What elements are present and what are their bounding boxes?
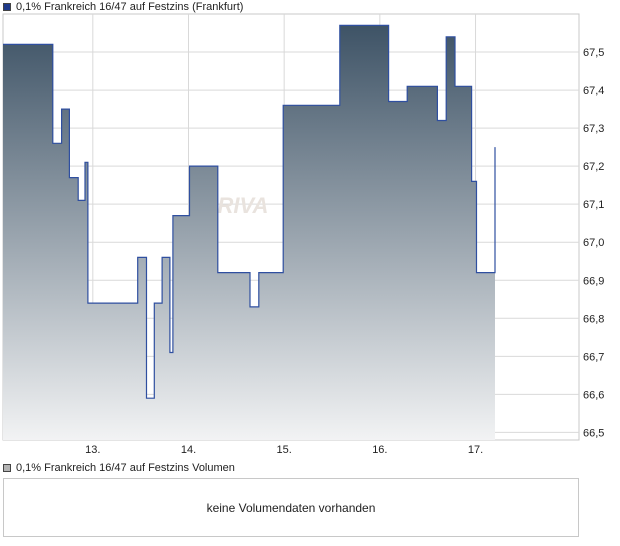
y-tick-label: 66,7 <box>583 351 604 363</box>
x-tick-label: 16. <box>372 444 387 456</box>
volume-panel: keine Volumendaten vorhanden <box>3 478 579 537</box>
price-legend-swatch <box>3 3 11 11</box>
y-tick-label: 66,6 <box>583 389 604 401</box>
y-tick-label: 66,5 <box>583 427 604 439</box>
no-volume-message: keine Volumendaten vorhanden <box>206 500 376 515</box>
y-tick-label: 66,8 <box>583 313 604 325</box>
y-tick-label: 67,4 <box>583 85 604 97</box>
y-tick-label: 67,0 <box>583 237 604 249</box>
y-axis-ticks: 66,5 66,6 66,7 66,8 66,9 67,0 67,1 67,2 67,3 67,4… <box>583 47 604 439</box>
y-tick-label: 66,9 <box>583 275 604 287</box>
y-tick-label: 67,5 <box>583 47 604 59</box>
price-legend: 0,1% Frankreich 16/47 auf Festzins (Fran… <box>3 0 243 14</box>
price-chart: ARIVA 66,566,666,766,866,967,067,167,267… <box>2 13 604 456</box>
x-tick-label: 15. <box>277 444 292 456</box>
price-series-line <box>3 24 496 399</box>
volume-legend-swatch <box>3 464 11 472</box>
volume-legend: 0,1% Frankreich 16/47 auf Festzins Volum… <box>3 461 235 475</box>
x-tick-label: 13. <box>85 444 100 456</box>
price-legend-label: 0,1% Frankreich 16/47 auf Festzins (Fran… <box>16 1 244 13</box>
x-axis-ticks: 13. 14. 15. 16. 17. <box>85 444 483 456</box>
volume-legend-label: 0,1% Frankreich 16/47 auf Festzins Volum… <box>16 462 235 474</box>
y-tick-label: 67,1 <box>583 199 604 211</box>
x-tick-label: 14. <box>181 444 196 456</box>
x-tick-label: 17. <box>468 444 483 456</box>
y-tick-label: 67,2 <box>583 161 604 173</box>
price-area-fill <box>3 25 495 441</box>
y-tick-label: 67,3 <box>583 123 604 135</box>
